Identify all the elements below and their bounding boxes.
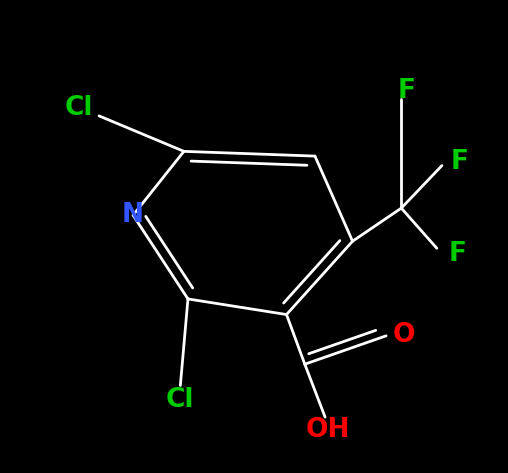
Text: F: F bbox=[451, 149, 469, 175]
Text: Cl: Cl bbox=[166, 387, 195, 412]
Text: O: O bbox=[393, 322, 415, 348]
Text: N: N bbox=[122, 202, 144, 228]
Text: F: F bbox=[448, 242, 466, 267]
Text: OH: OH bbox=[305, 418, 350, 443]
Text: Cl: Cl bbox=[65, 95, 93, 121]
Text: F: F bbox=[397, 78, 416, 104]
